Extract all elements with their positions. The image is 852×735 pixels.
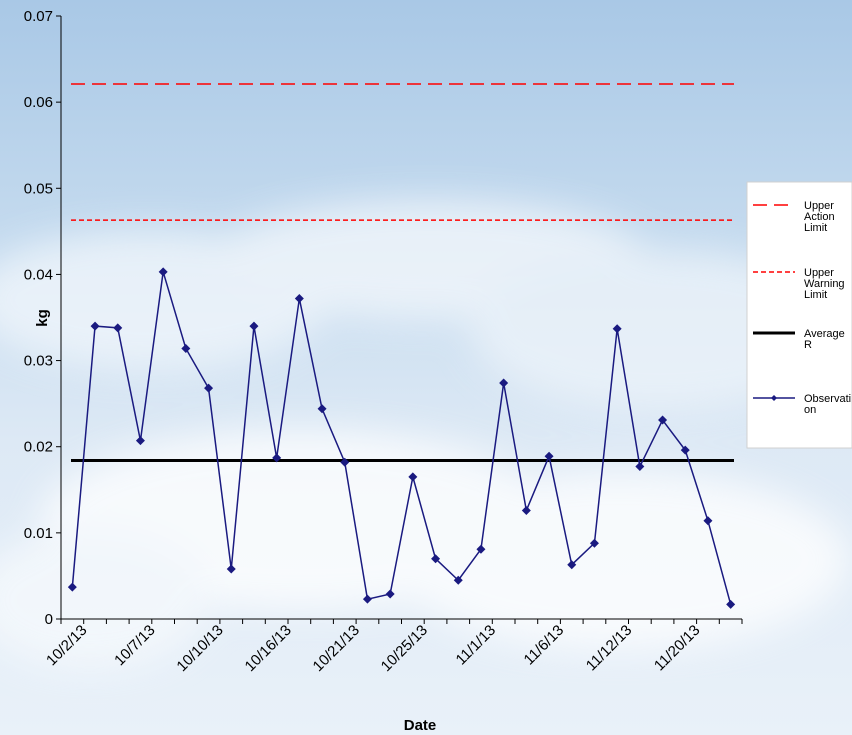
observation-point — [499, 378, 509, 388]
observation-point — [158, 267, 168, 277]
y-tick-label: 0.02 — [24, 439, 53, 456]
legend-label: Average — [804, 328, 845, 340]
legend-label: Observati — [804, 393, 851, 405]
observation-point — [385, 589, 395, 599]
legend-label: Upper — [804, 200, 834, 212]
x-tick-label: 11/6/13 — [521, 622, 568, 669]
observation-point — [453, 575, 463, 585]
y-tick-label: 0.06 — [24, 94, 53, 111]
observation-point — [476, 544, 486, 554]
y-tick-label: 0.03 — [24, 353, 53, 370]
x-tick-label: 10/21/13 — [310, 622, 363, 675]
observation-point — [362, 594, 372, 604]
x-tick-label: 11/12/13 — [583, 622, 636, 675]
observation-point — [90, 321, 100, 331]
y-tick-label: 0.07 — [24, 8, 53, 25]
observation-point — [272, 453, 282, 463]
y-tick-label: 0.04 — [24, 266, 53, 283]
observation-point — [589, 538, 599, 548]
y-tick-label: 0.01 — [24, 525, 53, 542]
observation-point — [135, 436, 145, 446]
legend-label: on — [804, 404, 816, 416]
observation-point — [544, 451, 554, 461]
x-axis-title: Date — [404, 717, 437, 734]
legend-label: Limit — [804, 222, 827, 234]
observation-point — [703, 516, 713, 526]
y-tick-label: 0.05 — [24, 180, 53, 197]
y-axis-title: kg — [34, 309, 51, 327]
legend-marker-observation — [771, 395, 777, 401]
observation-series-line — [71, 271, 732, 605]
x-tick-label: 10/25/13 — [378, 622, 431, 675]
observation-point — [635, 462, 645, 472]
observation-point — [340, 457, 350, 467]
y-tick-label: 0 — [45, 611, 53, 628]
legend-label: Upper — [804, 267, 834, 279]
legend-label: Action — [804, 211, 835, 223]
legend-label: R — [804, 339, 812, 351]
observation-point — [658, 415, 668, 425]
observation-point — [726, 599, 736, 609]
observation-point — [67, 582, 77, 592]
x-tick-label: 10/7/13 — [111, 622, 158, 669]
observation-point — [431, 554, 441, 564]
observation-point — [226, 564, 236, 574]
observation-point — [612, 324, 622, 334]
legend-label: Warning — [804, 278, 845, 290]
observation-point — [249, 321, 259, 331]
legend: UpperActionLimitUpperWarningLimitAverage… — [746, 181, 852, 449]
x-tick-label: 11/1/13 — [453, 622, 500, 669]
observation-point — [567, 560, 577, 570]
observation-point — [521, 505, 531, 515]
x-tick-label: 11/20/13 — [651, 622, 704, 675]
observation-point — [680, 445, 690, 455]
legend-box — [746, 181, 852, 449]
observation-point — [408, 472, 418, 482]
observation-point — [317, 404, 327, 414]
plot-area — [60, 16, 742, 620]
x-tick-label: 10/10/13 — [173, 622, 226, 675]
legend-label: Limit — [804, 289, 827, 301]
observation-point — [294, 294, 304, 304]
x-tick-label: 10/2/13 — [43, 622, 90, 669]
observation-point — [113, 323, 123, 333]
observation-point — [181, 344, 191, 354]
x-tick-label: 10/16/13 — [242, 622, 295, 675]
observation-point — [204, 383, 214, 393]
